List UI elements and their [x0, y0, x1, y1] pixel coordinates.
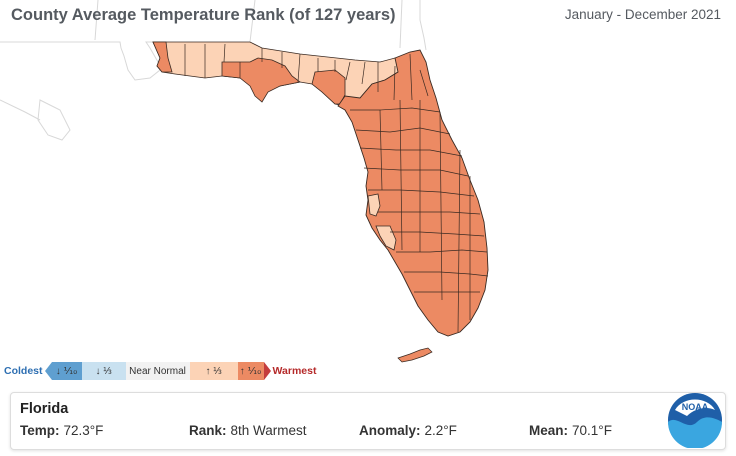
summary-state-name: Florida — [20, 401, 69, 417]
legend-bottom-third: ↓ ⅓ — [81, 362, 126, 380]
anomaly-stat: Anomaly: 2.2°F — [359, 423, 457, 438]
temp-label: Temp: — [20, 423, 60, 438]
legend-top-tenth: ↑ ⅒ — [237, 362, 264, 380]
map-area: County Average Temperature Rank (of 127 … — [0, 0, 721, 380]
legend: Coldest ↓ ⅒ ↓ ⅓ Near Normal ↑ ⅓ ↑ ⅒ Warm… — [2, 362, 318, 380]
temp-stat: Temp: 72.3°F — [20, 423, 103, 438]
legend-top-third: ↑ ⅓ — [189, 362, 238, 380]
rank-value: 8th Warmest — [230, 423, 307, 438]
legend-warm-arrow-icon — [263, 362, 271, 380]
panhandle-west-warm — [152, 41, 173, 73]
map-title: County Average Temperature Rank (of 127 … — [11, 6, 396, 24]
peninsula-region — [337, 49, 489, 337]
florida-keys — [397, 347, 433, 363]
tampa-bay-counties — [367, 193, 397, 251]
anomaly-label: Anomaly: — [359, 423, 421, 438]
panhandle-central-warm — [221, 57, 301, 103]
anomaly-value: 2.2°F — [424, 423, 457, 438]
legend-bottom-tenth: ↓ ⅒ — [51, 362, 82, 380]
mean-stat: Mean: 70.1°F — [529, 423, 612, 438]
legend-coldest-label: Coldest — [4, 365, 43, 377]
mean-label: Mean: — [529, 423, 569, 438]
neighbor-states-outline — [0, 0, 427, 141]
summary-panel: Florida Temp: 72.3°F Rank: 8th Warmest Ano… — [10, 392, 726, 450]
big-bend-warm — [311, 69, 346, 105]
legend-near-normal: Near Normal — [125, 362, 190, 380]
legend-cold-arrow-icon — [44, 362, 52, 380]
noaa-logo-icon: NOAA — [668, 393, 722, 448]
temp-value: 72.3°F — [63, 423, 104, 438]
legend-warmest-label: Warmest — [272, 365, 317, 377]
mean-value: 70.1°F — [572, 423, 612, 438]
rank-label: Rank: — [189, 423, 227, 438]
florida-county-map — [0, 0, 489, 363]
county-borders — [184, 43, 489, 333]
rank-stat: Rank: 8th Warmest — [189, 423, 307, 438]
period-label: January - December 2021 — [564, 7, 721, 22]
noaa-logo-text: NOAA — [682, 402, 709, 412]
